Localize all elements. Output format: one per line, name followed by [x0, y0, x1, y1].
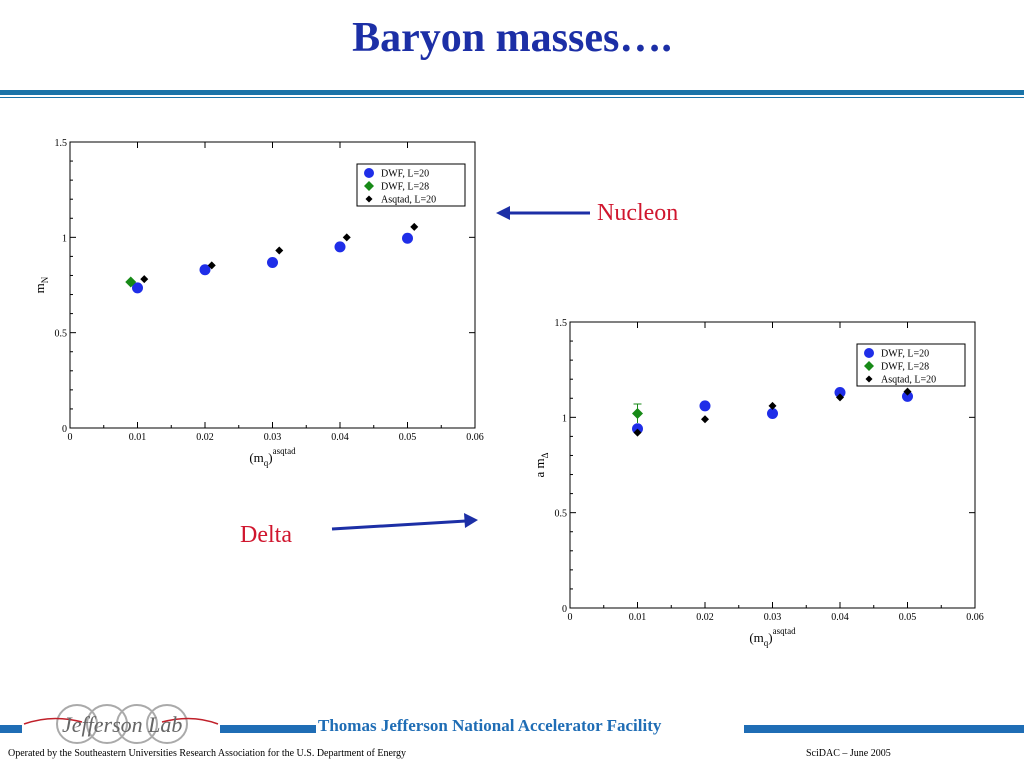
- x-tick-label: 0.03: [764, 612, 782, 623]
- logo-rings: [23, 704, 219, 744]
- data-point-asqtad-l20: [768, 401, 777, 410]
- data-point-asqtad-l20: [140, 275, 149, 284]
- data-point-dwf-l20: [402, 232, 413, 244]
- facility-name: Thomas Jefferson National Accelerator Fa…: [318, 716, 662, 735]
- legend-entry-2: Asqtad, L=20: [381, 195, 436, 206]
- y-tick-label: 1.5: [555, 318, 568, 329]
- x-tick-label: 0.05: [899, 612, 917, 623]
- legend-marker: [865, 375, 873, 383]
- legend-entry-1: DWF, L=28: [881, 362, 929, 373]
- logo-lettering: Jefferson Lab: [62, 712, 183, 737]
- x-axis-label: (mq)asqtad: [749, 626, 796, 648]
- nucleon-mass-chart: 0 0.01 0.02 0.03 0.04 0.05 0.06 0 0.5 1 1.5 (mq)asq…: [32, 138, 484, 468]
- data-point-dwf-l28: [632, 408, 643, 420]
- legend-marker: [365, 195, 373, 203]
- data-point-dwf-l20: [267, 257, 278, 269]
- legend-entry-0: DWF, L=20: [881, 349, 929, 360]
- data-point-asqtad-l20: [903, 387, 912, 396]
- data-point-dwf-l20: [334, 241, 346, 253]
- nucleon-arrow: [496, 206, 590, 220]
- legend-marker: [864, 361, 874, 371]
- x-tick-label: 0.02: [196, 432, 214, 443]
- x-tick-label: 0.05: [399, 432, 417, 443]
- data-point-dwf-l20: [199, 264, 211, 276]
- x-tick-label: 0.01: [629, 612, 647, 623]
- legend-entry-0: DWF, L=20: [381, 169, 429, 180]
- data-point-asqtad-l20: [275, 246, 284, 255]
- data-point-dwf-l20: [767, 408, 778, 420]
- data-point-dwf-l20: [902, 390, 913, 402]
- x-tick-label: 0: [568, 612, 573, 623]
- legend-marker: [864, 348, 874, 358]
- x-tick-label: 0: [68, 432, 73, 443]
- data-point-dwf-l20: [699, 400, 711, 412]
- data-point-asqtad-l20: [410, 222, 419, 231]
- legend-box: [856, 343, 966, 387]
- delta-arrow: [331, 513, 478, 531]
- jefferson-lab-logo: Jefferson Lab: [22, 702, 222, 746]
- x-tick-label: 0.01: [129, 432, 147, 443]
- legend-entry-2: Asqtad, L=20: [881, 375, 936, 386]
- delta-mass-chart: 0 0.01 0.02 0.03 0.04 0.05 0.06 0 0.5 1 1.5 (mq)asq…: [532, 318, 984, 648]
- legend-entry-1: DWF, L=28: [381, 182, 429, 193]
- data-point-dwf-l20: [132, 282, 143, 294]
- y-axis-label: a mΔ: [532, 452, 550, 477]
- data-point-dwf-l20: [834, 387, 846, 399]
- x-axis-label: (mq)asqtad: [249, 446, 296, 468]
- legend-box: [356, 163, 466, 207]
- y-axis-label: mN: [32, 276, 50, 293]
- x-tick-label: 0.06: [966, 612, 984, 623]
- nucleon-callout: Nucleon: [597, 200, 679, 226]
- data-point-asqtad-l20: [633, 428, 642, 437]
- delta-callout: Delta: [240, 522, 292, 548]
- data-point-asqtad-l20: [342, 233, 351, 242]
- data-point-asqtad-l20: [701, 415, 709, 424]
- y-tick-label: 1: [562, 413, 567, 424]
- data-point-dwf-l28: [125, 276, 137, 288]
- y-tick-label: 0: [562, 604, 567, 615]
- footer-bar-left: [0, 725, 22, 733]
- x-tick-label: 0.04: [331, 432, 349, 443]
- x-tick-label: 0.04: [831, 612, 849, 623]
- title-divider-thin: [0, 97, 1024, 98]
- y-tick-label: 0.5: [555, 509, 568, 520]
- y-tick-label: 0: [62, 424, 67, 435]
- event-date: SciDAC – June 2005: [806, 748, 891, 759]
- legend-marker: [364, 181, 374, 191]
- footer-bar-right: [744, 725, 1024, 733]
- y-tick-label: 1: [62, 233, 67, 244]
- operated-by-note: Operated by the Southeastern Universitie…: [8, 748, 407, 759]
- y-tick-label: 0.5: [55, 329, 68, 340]
- legend-marker: [364, 168, 374, 178]
- x-tick-label: 0.06: [466, 432, 484, 443]
- y-tick-label: 1.5: [55, 138, 68, 149]
- x-tick-label: 0.03: [264, 432, 282, 443]
- title-divider: [0, 90, 1024, 95]
- footer-bar-mid: [220, 725, 316, 733]
- slide-title: Baryon masses….: [352, 15, 672, 61]
- x-tick-label: 0.02: [696, 612, 714, 623]
- data-point-asqtad-l20: [836, 393, 844, 402]
- data-point-asqtad-l20: [207, 261, 216, 270]
